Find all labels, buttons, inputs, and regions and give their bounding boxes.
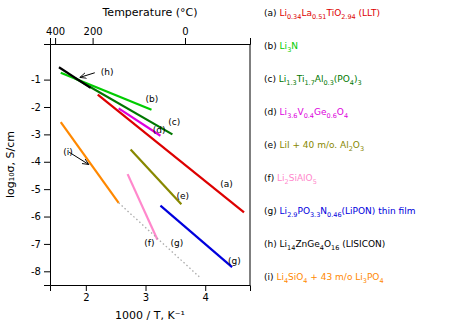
tick: -2 (31, 102, 50, 113)
tick-label: -4 (31, 156, 41, 167)
x2-axis: 400 200 0 (46, 26, 250, 45)
tick-label: -8 (31, 266, 41, 277)
series-line (160, 206, 232, 268)
legend-entry: (b) Li3N (264, 41, 298, 54)
tick: 0 (182, 26, 188, 44)
dotted-line (119, 203, 200, 277)
legend-entry: (h) Li14ZnGe4O16 (LISICON) (264, 239, 385, 252)
x-axis-title: 1000 / T, K⁻¹ (115, 309, 185, 322)
annotation: (b) (146, 94, 159, 104)
tick: -5 (31, 184, 50, 195)
tick: -1 (31, 74, 50, 85)
tick: 3 (143, 285, 149, 303)
y-axis-line (44, 45, 51, 286)
tick-label: 2 (83, 292, 89, 303)
tick-mark (44, 244, 50, 245)
marks (59, 67, 244, 277)
series-line (59, 67, 91, 88)
tick: -8 (31, 266, 50, 277)
y-axis: -1 -2 -3 -4 -5 -6 -7 -8 (31, 45, 50, 286)
arrow (80, 73, 95, 78)
legend-entry: (d) Li3.6V0.4Ge0.6O4 (264, 107, 348, 120)
x2-axis-title: Temperature (°C) (102, 6, 198, 19)
tick-label: -3 (31, 129, 41, 140)
tick-mark (205, 285, 206, 291)
tick: 400 (46, 26, 65, 44)
tick-mark (44, 80, 50, 81)
legend-entry: (a) Li0.34La0.51TiO2.94 (LLT) (264, 8, 380, 21)
tick: -4 (31, 156, 50, 167)
tick-label: -7 (31, 239, 41, 250)
tick-mark (44, 217, 50, 218)
tick-label: 4 (203, 292, 209, 303)
annotation: (e) (177, 191, 190, 201)
series-line (128, 174, 158, 240)
tick: 4 (203, 285, 209, 303)
tick-label: -1 (31, 74, 41, 85)
x2-axis-line (51, 38, 251, 45)
tick-mark (146, 285, 147, 291)
tick-label: 400 (46, 26, 65, 37)
annotation: (h) (101, 67, 114, 77)
tick-label: 200 (84, 26, 103, 37)
annotation: (g) (228, 256, 241, 266)
tick-mark (185, 38, 186, 44)
annotation: (i) (63, 147, 73, 157)
tick-label: 3 (143, 292, 149, 303)
tick-label: -2 (31, 102, 41, 113)
tick-mark (93, 38, 94, 44)
tick-label: -6 (31, 211, 41, 222)
tick-mark (44, 134, 50, 135)
annotation: (f) (144, 238, 154, 248)
annotation: (g) (171, 238, 184, 248)
tick-label: -5 (31, 184, 41, 195)
x-axis-line (51, 286, 251, 292)
plot: 2 3 4 -1 -2 -3 -4 -5 -6 -7 -8 400 200 0 1000 / T, K⁻¹ T… (4, 6, 251, 322)
series-line (98, 95, 244, 213)
annotation: (a) (220, 179, 233, 189)
tick: -3 (31, 129, 50, 140)
tick-label: 0 (182, 26, 188, 37)
annotation: (d) (153, 125, 166, 135)
tick-mark (44, 271, 50, 272)
tick: -7 (31, 239, 50, 250)
legend-entry: (f) Li2SiAlO5 (264, 173, 317, 186)
legend-entry: (i) Li4SiO4 + 43 m/o Li3PO4 (264, 272, 384, 285)
legend-entry: (g) Li2.9PO3.3N0.46(LiPON) thin film (264, 206, 415, 219)
tick: 2 (83, 285, 89, 303)
y-axis-title: log₁₀σ, S/cm (4, 131, 17, 198)
x-axis: 2 3 4 (51, 285, 251, 303)
tick-mark (55, 38, 56, 44)
tick-mark (44, 189, 50, 190)
series-line (61, 122, 119, 203)
legend-entry: (c) Li1.3Ti1.7Al0.3(PO4)3 (264, 74, 362, 87)
tick-mark (86, 285, 87, 291)
tick-mark (44, 162, 50, 163)
legend-entry: (e) LiI + 40 m/o. Al2O3 (264, 140, 364, 153)
annotation: (c) (168, 117, 180, 127)
tick-mark (44, 107, 50, 108)
chart: 2 3 4 -1 -2 -3 -4 -5 -6 -7 -8 400 200 0 1000 / T, K⁻¹ T… (0, 0, 474, 325)
tick: 200 (84, 26, 103, 44)
legend: (a) Li0.34La0.51TiO2.94 (LLT) (b) Li3N (c)… (264, 8, 415, 285)
tick: -6 (31, 211, 50, 222)
frame-right (250, 44, 251, 285)
